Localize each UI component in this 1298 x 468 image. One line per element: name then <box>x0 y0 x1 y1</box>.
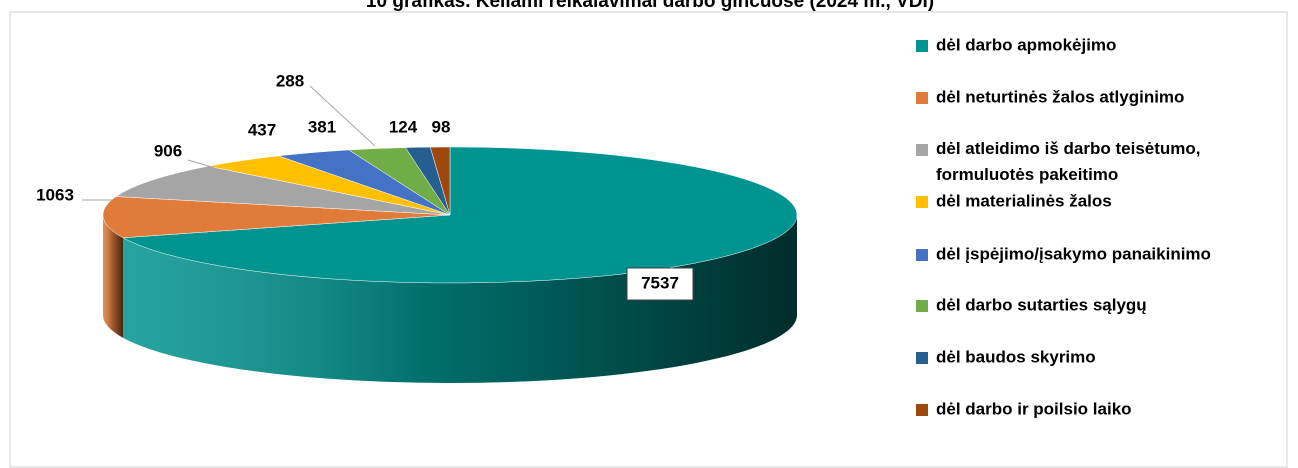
chart-frame <box>9 11 1288 468</box>
data-label: 7537 <box>641 273 679 292</box>
data-label: 1063 <box>36 185 74 204</box>
leader-line <box>309 85 376 147</box>
data-label: 381 <box>308 117 336 136</box>
slice <box>102 196 451 239</box>
legend-swatch <box>916 40 928 52</box>
legend-label: dėl įspėjimo/įsakymo panaikinimo <box>936 244 1211 263</box>
legend-label: dėl darbo sutarties sąlygų <box>936 295 1147 314</box>
slice-side-shade <box>123 215 797 383</box>
data-label: 98 <box>432 117 451 136</box>
data-label: 124 <box>389 117 418 136</box>
data-label: 906 <box>154 141 182 160</box>
data-label-box <box>626 267 694 301</box>
legend-swatch <box>916 352 928 364</box>
slice <box>115 165 451 216</box>
legend-label: dėl darbo ir poilsio laiko <box>936 399 1132 418</box>
leader-line <box>187 159 216 169</box>
legend-swatch <box>916 92 928 104</box>
legend-label: dėl neturtinės žalos atlyginimo <box>936 87 1184 106</box>
legend-label: dėl darbo apmokėjimo <box>936 35 1116 54</box>
chart-title: 10 grafikas. Keliami reikalavimai darbo … <box>366 0 934 12</box>
slice <box>122 146 798 284</box>
legend-swatch <box>916 404 928 416</box>
legend-swatch <box>916 300 928 312</box>
data-label: 288 <box>276 71 304 90</box>
slice-side-shade <box>103 215 124 338</box>
legend-label: dėl baudos skyrimo <box>936 347 1096 366</box>
legend-swatch <box>916 196 928 208</box>
legend-label: dėl atleidimo iš darbo teisėtumo, formulu… <box>936 139 1201 184</box>
data-label: 437 <box>248 120 276 139</box>
slice <box>429 146 451 216</box>
legend-swatch <box>916 249 928 261</box>
legend-swatch <box>916 144 928 156</box>
legend-label: dėl materialinės žalos <box>936 191 1112 210</box>
